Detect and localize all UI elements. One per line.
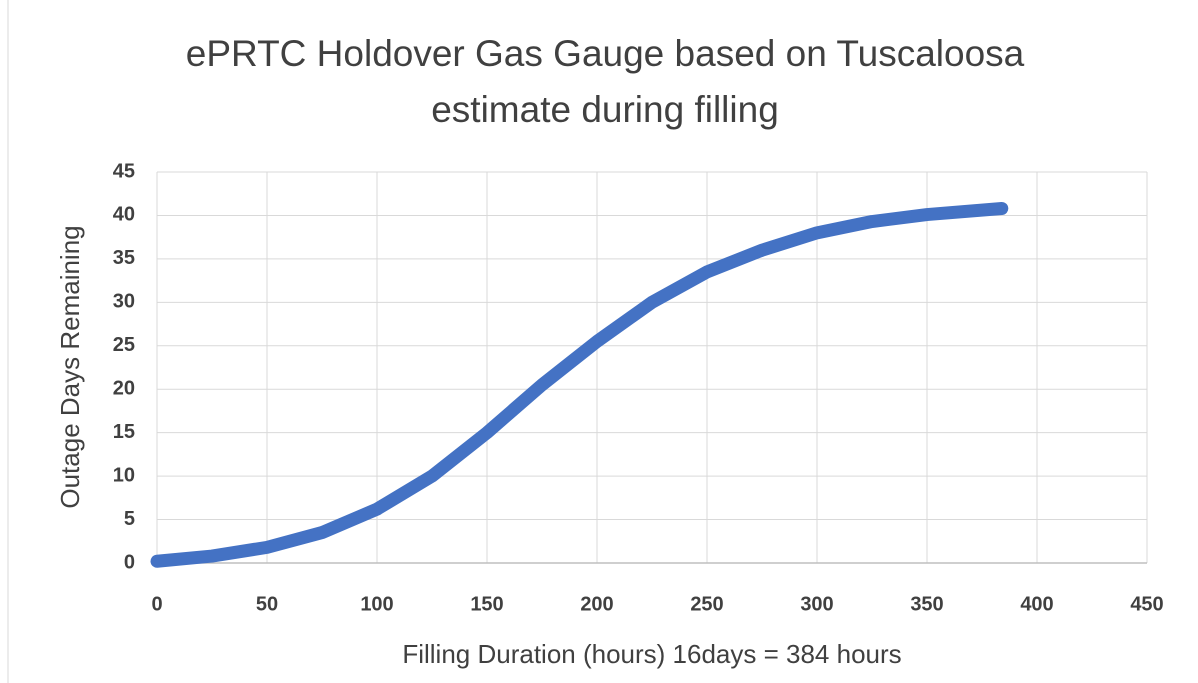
chart-title: ePRTC Holdover Gas Gauge based on Tuscal… xyxy=(185,33,1025,130)
y-tick-label: 45 xyxy=(113,160,135,182)
y-tick-label: 15 xyxy=(113,421,135,443)
x-tick-label: 100 xyxy=(360,593,393,615)
y-tick-label: 10 xyxy=(113,464,135,486)
x-axis-title: Filling Duration (hours) 16days = 384 ho… xyxy=(402,639,901,669)
y-tick-label: 5 xyxy=(124,508,135,530)
y-tick-label: 25 xyxy=(113,334,135,356)
y-tick-label: 35 xyxy=(113,247,135,269)
x-tick-label: 300 xyxy=(800,593,833,615)
x-tick-label: 150 xyxy=(470,593,503,615)
y-axis-title: Outage Days Remaining xyxy=(55,225,85,508)
y-tick-label: 30 xyxy=(113,291,135,313)
x-tick-label: 50 xyxy=(256,593,278,615)
y-tick-label: 20 xyxy=(113,378,135,400)
x-tick-label: 0 xyxy=(151,593,162,615)
x-tick-label: 400 xyxy=(1020,593,1053,615)
x-tick-label: 250 xyxy=(690,593,723,615)
y-tick-label: 0 xyxy=(124,551,135,573)
x-tick-label: 200 xyxy=(580,593,613,615)
data-line xyxy=(150,201,1009,568)
x-tick-label: 450 xyxy=(1130,593,1163,615)
x-tick-label: 350 xyxy=(910,593,943,615)
y-tick-label: 40 xyxy=(113,204,135,226)
